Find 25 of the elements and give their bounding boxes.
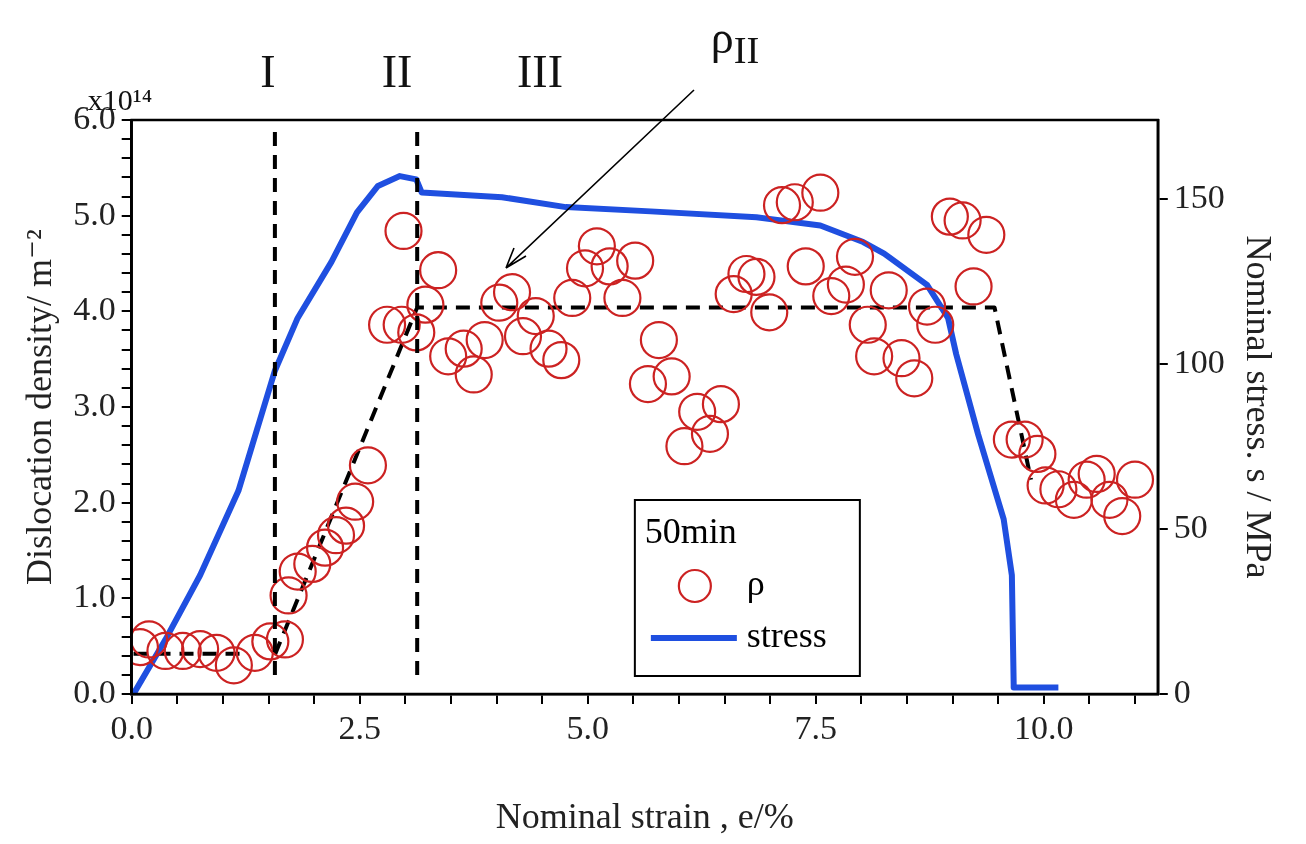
y2-tick-label: 50	[1173, 507, 1208, 545]
legend-title: 50min	[644, 511, 737, 552]
x-tick-label: 7.5	[794, 709, 838, 747]
y-tick-label: 0.0	[73, 672, 116, 710]
y-tick-label: 5.0	[73, 194, 116, 232]
x-axis-title: Nominal strain , e/%	[495, 795, 794, 836]
x-tick-label: 5.0	[566, 709, 609, 747]
text: I	[260, 46, 276, 97]
y-tick-label: 4.0	[73, 290, 116, 328]
y-tick-label: 1.0	[73, 577, 116, 615]
y-tick-label: 3.0	[73, 385, 116, 423]
text: III	[517, 46, 563, 97]
y2-tick-label: 150	[1173, 178, 1225, 216]
y2-tick-label: 0	[1173, 672, 1191, 710]
x-tick-label: 0.0	[110, 709, 153, 747]
legend-label: ρ	[746, 563, 765, 604]
y2-axis-title: Nominal stress. s / MPa	[1238, 235, 1279, 579]
y-tick-label: 2.0	[73, 481, 116, 519]
x-tick-label: 2.5	[338, 709, 381, 747]
text: II	[381, 46, 413, 97]
text: ρ$_{II}$	[710, 11, 760, 71]
legend-label: stress	[746, 615, 827, 656]
y2-tick-label: 100	[1173, 343, 1225, 381]
y-axis-title: Dislocation density/ m⁻²	[19, 229, 60, 585]
x-tick-label: 10.0	[1014, 709, 1074, 747]
